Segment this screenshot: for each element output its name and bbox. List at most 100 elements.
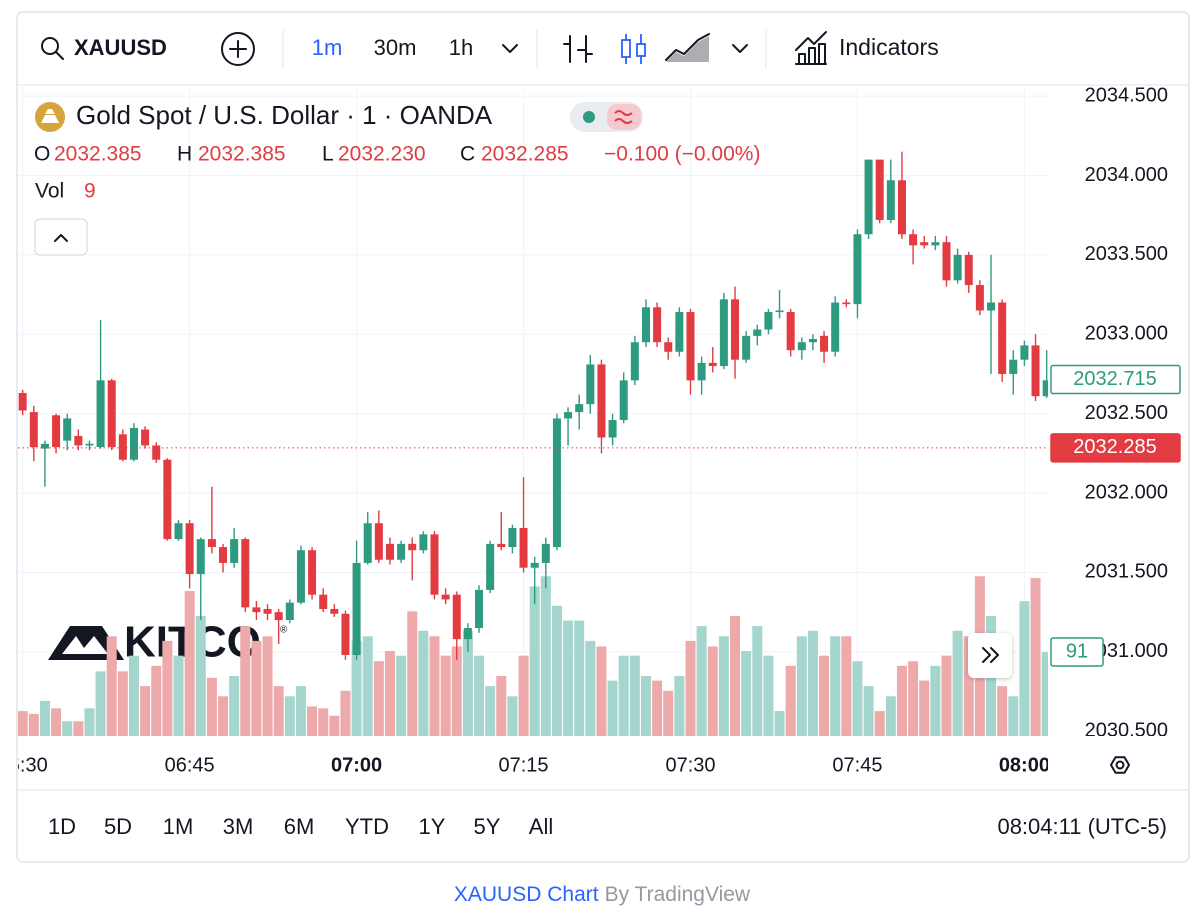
volume-bar <box>329 715 340 736</box>
interval[interactable]: 1h <box>449 35 473 60</box>
candle-body <box>675 312 684 352</box>
volume-bar <box>863 686 874 736</box>
volume-bar <box>741 651 752 736</box>
symbol-logo-mark <box>41 109 59 123</box>
interval[interactable]: 30m <box>374 35 417 60</box>
volume-bar <box>106 636 117 736</box>
volume-label: 91 <box>1066 640 1088 662</box>
price-label: 2032.715 <box>1073 368 1156 390</box>
intervals: 1m 30m 1h <box>312 35 474 60</box>
ohlc-value: 2032.230 <box>338 143 426 166</box>
candle-body <box>797 342 806 351</box>
bars-style[interactable] <box>563 35 593 63</box>
volume-bar <box>1019 601 1030 736</box>
candle-body <box>597 364 606 438</box>
settings-button[interactable] <box>1110 756 1130 774</box>
volume-bar <box>39 700 50 736</box>
volume-bar <box>551 605 562 736</box>
volume-bar <box>830 636 841 736</box>
candle-body <box>374 523 383 560</box>
compare-button[interactable] <box>221 32 255 66</box>
candle-body <box>263 608 272 614</box>
volume-bar <box>718 636 729 736</box>
volume-bar <box>730 615 741 736</box>
range-button[interactable]: 1D <box>48 814 76 839</box>
range-button[interactable]: 5D <box>104 814 132 839</box>
candle-body <box>686 312 695 381</box>
symbol[interactable]: XAUUSD <box>74 35 167 60</box>
range-button[interactable]: All <box>529 814 553 839</box>
candle-body <box>530 562 539 568</box>
volume-bar <box>518 655 529 736</box>
candle-body <box>308 550 317 595</box>
interval[interactable]: 1m <box>312 35 343 60</box>
candle-body <box>74 435 83 446</box>
range-button[interactable]: 6M <box>284 814 315 839</box>
volume-bar <box>284 696 295 736</box>
candle-body <box>475 589 484 629</box>
style-menu[interactable] <box>732 44 748 53</box>
volume-bar <box>819 655 830 736</box>
volume-bar <box>752 626 763 736</box>
indicators-label[interactable]: Indicators <box>839 34 939 60</box>
candle-body <box>385 543 394 560</box>
candle-body <box>63 418 72 441</box>
candle-body <box>285 602 294 621</box>
candle-body <box>96 380 105 448</box>
volume-bar <box>563 620 574 736</box>
candle-body <box>808 339 817 343</box>
candle-body <box>608 420 617 438</box>
indicators-button[interactable]: Indicators <box>795 31 939 65</box>
volume-bar <box>229 675 240 736</box>
volume-bar <box>240 626 251 736</box>
candle-body <box>753 329 762 336</box>
range-button[interactable]: 1M <box>163 814 194 839</box>
volume-bar <box>362 636 373 736</box>
attribution: XAUUSD Chart By TradingView <box>454 883 751 906</box>
volume-bar <box>529 586 540 736</box>
attribution-link[interactable]: XAUUSD Chart <box>454 883 599 906</box>
search[interactable]: XAUUSD <box>41 35 167 60</box>
ohlc-value: 2032.385 <box>54 143 142 166</box>
volume-bar <box>407 611 418 736</box>
attribution-by: By TradingView <box>605 883 751 906</box>
volume-label-box <box>1050 637 1104 667</box>
candle-body <box>641 307 650 343</box>
range-button[interactable]: 5Y <box>474 814 501 839</box>
range-button[interactable]: 1Y <box>419 814 446 839</box>
volume-bar <box>1008 696 1019 736</box>
candle-body <box>630 342 639 381</box>
candle-body <box>129 427 138 460</box>
range-button[interactable]: 3M <box>223 814 254 839</box>
x-tick-label: 07:00 <box>331 754 382 776</box>
range-button[interactable]: YTD <box>345 814 389 839</box>
candle-body <box>330 608 339 614</box>
ohlc-label: C <box>460 143 475 166</box>
candle-body <box>252 607 261 613</box>
volume-bar <box>574 620 585 736</box>
range-buttons: 1D 5D 1M 3M 6M YTD 1Y 5Y All <box>48 814 553 839</box>
candle-body <box>463 628 472 640</box>
volume-bar <box>73 721 84 736</box>
candle-body <box>931 242 940 246</box>
interval-menu[interactable] <box>502 44 518 53</box>
area-style[interactable] <box>665 33 710 62</box>
candle-body <box>107 380 116 448</box>
volume-bar <box>140 686 151 736</box>
volume-bar <box>941 655 952 736</box>
volume-bar <box>318 708 329 736</box>
candle-body <box>319 594 328 609</box>
volume-bars <box>18 576 1048 736</box>
collapse-button[interactable] <box>34 218 88 256</box>
y-tick-label: 2032.500 <box>1085 402 1168 424</box>
volume-bar <box>307 706 318 736</box>
candle-body <box>909 234 918 246</box>
scroll-button[interactable] <box>968 633 1012 678</box>
volume-bar <box>273 686 284 736</box>
candles-style[interactable] <box>621 34 646 64</box>
volume-bar <box>84 708 95 736</box>
candle-body <box>52 415 61 448</box>
volume-bar <box>485 686 496 736</box>
candle-body <box>219 547 228 563</box>
